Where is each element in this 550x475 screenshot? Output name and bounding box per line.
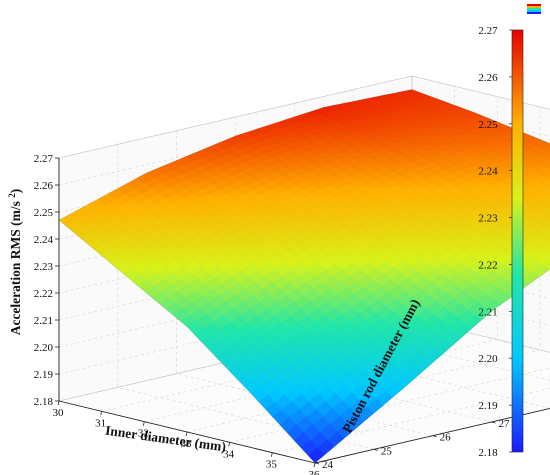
colorbar-tick-label: 2.26 [478, 72, 498, 84]
colorbar-tick-label: 2.22 [478, 259, 497, 271]
x-tick-mark [313, 462, 316, 468]
colorbar-tick-label: 2.21 [478, 306, 497, 318]
legend-swatch-icon [527, 4, 541, 14]
surface-patch [542, 170, 550, 180]
x-tick-mark [185, 431, 188, 437]
y-tick-label: 27 [499, 418, 511, 430]
colorbar-tick-label: 2.20 [478, 353, 498, 365]
response-surface [59, 89, 550, 463]
y-tick-mark [491, 421, 496, 424]
y-tick-label: 25 [381, 445, 393, 457]
x-tick-label: 30 [53, 407, 65, 419]
x-tick-label: 32 [138, 428, 149, 440]
z-tick-label: 2.19 [34, 369, 54, 381]
z-tick-label: 2.25 [34, 207, 54, 219]
y-tick-mark [373, 448, 378, 451]
x-tick-mark [57, 400, 60, 406]
colorbar-tick-label: 2.19 [478, 400, 498, 412]
y-tick-label: 26 [440, 432, 452, 444]
x-tick-label: 35 [266, 459, 278, 471]
z-tick-label: 2.21 [34, 315, 53, 327]
colorbar-tick-label: 2.25 [478, 119, 498, 131]
colorbar-tick-label: 2.27 [478, 25, 498, 37]
z-tick-label: 2.18 [34, 396, 54, 408]
x-tick-mark [100, 411, 103, 416]
y-tick-label: 24 [322, 459, 334, 471]
z-axis-title: Acceleration RMS (m/s 2) [7, 189, 23, 336]
x-tick-label: 33 [181, 438, 193, 450]
colorbar-tick-label: 2.18 [478, 447, 498, 459]
z-tick-label: 2.24 [34, 234, 54, 246]
color-scale-bar: 2.18 2.19 2.20 2.21 2.22 2.23 2.24 2.25 2.26 2.27 [478, 25, 524, 459]
x-tick-mark [228, 442, 231, 447]
z-tick-label: 2.27 [34, 153, 54, 165]
colorbar-tick-label: 2.24 [478, 166, 498, 178]
surface-outline [58, 89, 550, 464]
surface-patch [543, 221, 550, 232]
z-tick-label: 2.23 [34, 261, 54, 273]
y-tick-mark [314, 462, 320, 465]
z-tick-label: 2.20 [34, 342, 54, 354]
x-tick-mark [270, 452, 273, 457]
color-scale-gradient [511, 29, 524, 453]
x-tick-label: 36 [309, 469, 321, 475]
surface-patch [543, 144, 550, 153]
y-tick-mark [432, 435, 437, 438]
colorbar-tick-label: 2.23 [478, 213, 498, 225]
axes: 2.18 2.19 2.20 2.21 2.22 2.23 2.24 2.25 2.26 2.27… [34, 153, 550, 475]
x-tick-label: 34 [223, 448, 235, 460]
z-tick-label: 2.26 [34, 180, 54, 192]
z-tick-label: 2.22 [34, 288, 53, 300]
x-tick-mark [142, 421, 145, 426]
x-tick-label: 31 [95, 417, 106, 429]
